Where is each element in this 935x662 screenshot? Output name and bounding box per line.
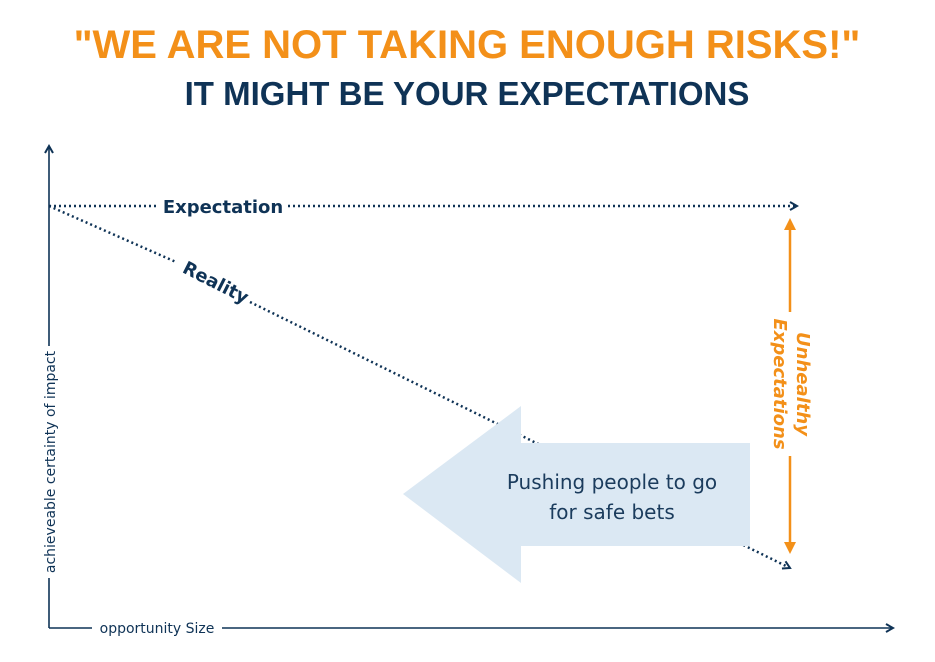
reality-label: Reality (179, 258, 252, 309)
title: "WE ARE NOT TAKING ENOUGH RISKS!" (74, 23, 861, 67)
arrow-text-line1: Pushing people to go (507, 470, 717, 494)
gap-label-line1: Unhealthy (792, 332, 813, 437)
x-axis-label: opportunity Size (100, 621, 215, 637)
gap-label-line2: Expectations (769, 318, 790, 449)
reality-line-upper (48, 204, 177, 264)
expectation-label: Expectation (163, 197, 283, 218)
left-pointing-arrow-shape (403, 406, 750, 583)
gap-label: Unhealthy Expectations (769, 318, 813, 449)
subtitle: IT MIGHT BE YOUR EXPECTATIONS (185, 75, 750, 112)
arrow-text-line2: for safe bets (549, 500, 675, 524)
y-axis-label: achieveable certainty of impact (43, 350, 59, 573)
